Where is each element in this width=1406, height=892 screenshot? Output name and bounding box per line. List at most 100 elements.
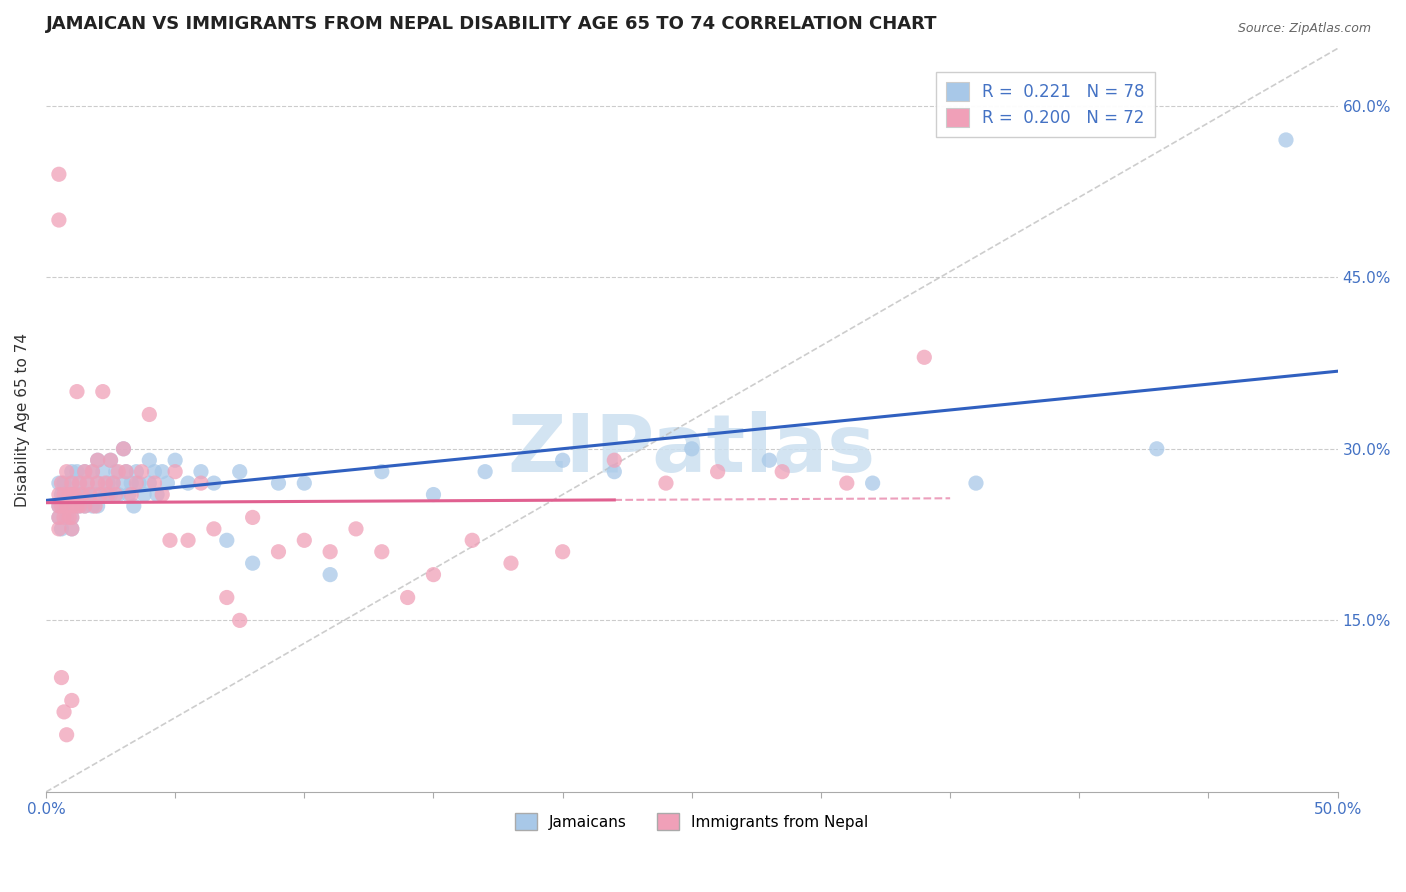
- Point: [69, 499, 91, 513]
- Point: [292, 476, 315, 491]
- Point: [150, 487, 173, 501]
- Point: [53, 705, 76, 719]
- Point: [100, 487, 122, 501]
- Point: [60, 487, 83, 501]
- Point: [267, 545, 290, 559]
- Point: [89, 487, 111, 501]
- Point: [202, 476, 225, 491]
- Point: [66, 465, 89, 479]
- Point: [655, 476, 678, 491]
- Point: [125, 476, 148, 491]
- Point: [165, 453, 187, 467]
- Point: [100, 453, 122, 467]
- Point: [115, 465, 138, 479]
- Point: [60, 476, 83, 491]
- Point: [86, 499, 108, 513]
- Point: [86, 453, 108, 467]
- Point: [51, 499, 73, 513]
- Point: [48, 499, 70, 513]
- Point: [60, 465, 83, 479]
- Point: [215, 533, 238, 548]
- Point: [76, 476, 98, 491]
- Point: [60, 522, 83, 536]
- Point: [55, 728, 77, 742]
- Point: [48, 510, 70, 524]
- Point: [965, 476, 987, 491]
- Point: [60, 499, 83, 513]
- Point: [48, 213, 70, 227]
- Point: [319, 567, 342, 582]
- Point: [134, 487, 156, 501]
- Point: [138, 476, 160, 491]
- Point: [603, 465, 626, 479]
- Point: [177, 533, 200, 548]
- Point: [461, 533, 484, 548]
- Point: [1275, 133, 1298, 147]
- Point: [86, 476, 108, 491]
- Point: [371, 465, 394, 479]
- Point: [63, 487, 86, 501]
- Point: [73, 465, 96, 479]
- Point: [150, 465, 173, 479]
- Point: [143, 465, 166, 479]
- Point: [91, 465, 114, 479]
- Point: [422, 487, 444, 501]
- Point: [143, 476, 166, 491]
- Point: [82, 499, 104, 513]
- Point: [835, 476, 858, 491]
- Point: [706, 465, 728, 479]
- Point: [758, 453, 780, 467]
- Point: [474, 465, 496, 479]
- Point: [396, 591, 419, 605]
- Point: [159, 533, 181, 548]
- Point: [73, 499, 96, 513]
- Point: [107, 487, 129, 501]
- Point: [603, 453, 626, 467]
- Point: [319, 545, 342, 559]
- Point: [51, 671, 73, 685]
- Point: [112, 476, 135, 491]
- Point: [60, 522, 83, 536]
- Point: [69, 476, 91, 491]
- Point: [177, 476, 200, 491]
- Point: [48, 487, 70, 501]
- Point: [60, 499, 83, 513]
- Point: [128, 476, 150, 491]
- Point: [70, 487, 93, 501]
- Point: [51, 522, 73, 536]
- Point: [681, 442, 703, 456]
- Point: [53, 487, 76, 501]
- Point: [138, 408, 160, 422]
- Point: [101, 476, 124, 491]
- Point: [60, 499, 83, 513]
- Point: [55, 510, 77, 524]
- Point: [912, 351, 935, 365]
- Point: [371, 545, 394, 559]
- Point: [131, 465, 153, 479]
- Point: [344, 522, 367, 536]
- Point: [51, 487, 73, 501]
- Point: [51, 476, 73, 491]
- Point: [69, 476, 91, 491]
- Point: [48, 167, 70, 181]
- Point: [122, 499, 145, 513]
- Point: [53, 510, 76, 524]
- Point: [82, 465, 104, 479]
- Point: [79, 487, 101, 501]
- Point: [84, 487, 107, 501]
- Point: [97, 476, 120, 491]
- Point: [215, 591, 238, 605]
- Legend: Jamaicans, Immigrants from Nepal: Jamaicans, Immigrants from Nepal: [509, 806, 875, 837]
- Point: [76, 476, 98, 491]
- Point: [190, 465, 212, 479]
- Point: [156, 476, 179, 491]
- Point: [94, 476, 117, 491]
- Point: [73, 487, 96, 501]
- Point: [100, 453, 122, 467]
- Point: [551, 453, 574, 467]
- Point: [60, 510, 83, 524]
- Point: [66, 499, 89, 513]
- Point: [101, 476, 124, 491]
- Point: [91, 384, 114, 399]
- Point: [499, 556, 522, 570]
